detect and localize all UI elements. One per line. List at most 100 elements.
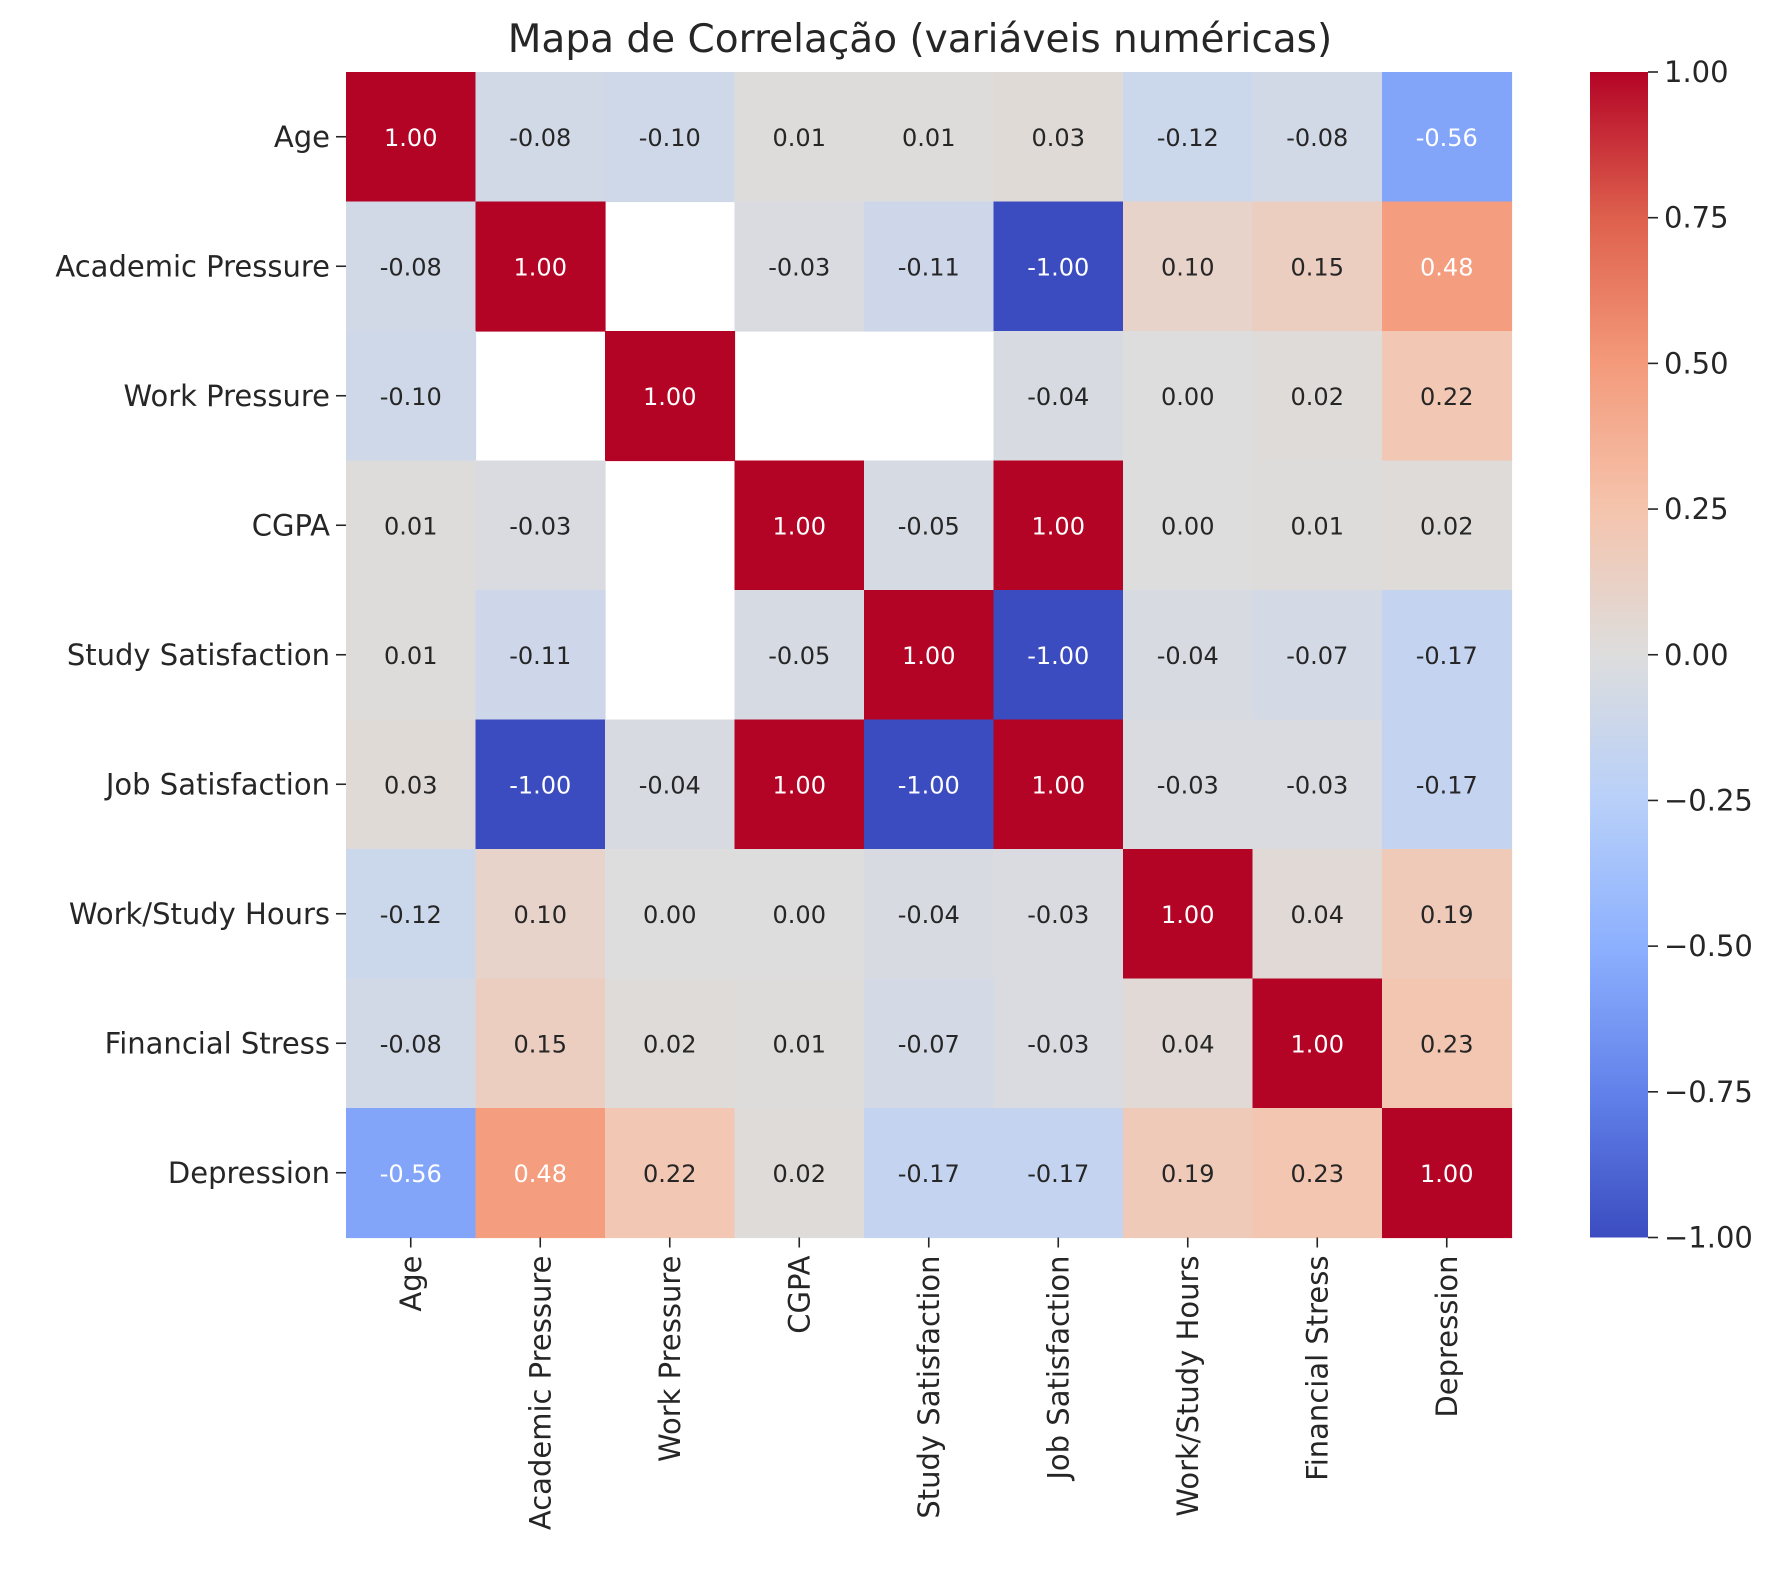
cell-value-label: -0.10 bbox=[639, 124, 701, 152]
heatmap-cell bbox=[1382, 201, 1513, 332]
cell-value-label: -0.12 bbox=[380, 901, 442, 929]
cell-value-label: -1.00 bbox=[898, 771, 960, 799]
heatmap-cell bbox=[346, 460, 477, 591]
cell-value-label: 0.00 bbox=[643, 901, 696, 929]
heatmap-cell bbox=[1382, 978, 1513, 1109]
colorbar-gradient bbox=[1590, 72, 1648, 1238]
cell-value-label: 0.01 bbox=[1291, 512, 1344, 540]
cell-value-label: -1.00 bbox=[1027, 642, 1089, 670]
cell-value-label: 1.00 bbox=[1420, 1160, 1473, 1188]
x-tick-label: Age bbox=[394, 1256, 428, 1312]
y-tick-label: Age bbox=[274, 120, 330, 154]
cell-value-label: -0.56 bbox=[380, 1160, 442, 1188]
heatmap-cells bbox=[346, 72, 1513, 1239]
heatmap-cell bbox=[605, 978, 736, 1109]
cell-value-label: -0.03 bbox=[509, 512, 571, 540]
y-tick-label: Academic Pressure bbox=[55, 249, 330, 283]
cell-value-label: -0.17 bbox=[1416, 642, 1478, 670]
heatmap-cell bbox=[1252, 1108, 1383, 1239]
heatmap-cell bbox=[346, 201, 477, 332]
heatmap-cell bbox=[864, 72, 995, 203]
y-tick-label: Work Pressure bbox=[124, 379, 330, 413]
cell-value-label: -0.03 bbox=[1286, 771, 1348, 799]
cell-value-label: -0.03 bbox=[1157, 771, 1219, 799]
y-tick-label: Depression bbox=[168, 1156, 330, 1190]
heatmap-cell bbox=[993, 978, 1124, 1109]
heatmap-cell bbox=[1123, 590, 1254, 721]
heatmap-cell bbox=[993, 201, 1124, 332]
heatmap-cell bbox=[1252, 849, 1383, 980]
heatmap-cell bbox=[734, 201, 865, 332]
heatmap-cell bbox=[346, 1108, 477, 1239]
cell-value-label: -0.08 bbox=[380, 1030, 442, 1058]
cell-value-label: -0.05 bbox=[768, 642, 830, 670]
cell-value-label: -0.03 bbox=[1027, 901, 1089, 929]
x-tick-label: Work/Study Hours bbox=[1171, 1256, 1205, 1517]
cell-value-label: 1.00 bbox=[1291, 1030, 1344, 1058]
cell-value-label: -0.10 bbox=[380, 383, 442, 411]
colorbar-tick-label: 1.00 bbox=[1664, 55, 1729, 89]
heatmap-cell bbox=[1252, 978, 1383, 1109]
heatmap-cell bbox=[346, 849, 477, 980]
heatmap-cell bbox=[346, 331, 477, 462]
cell-value-label: 0.02 bbox=[643, 1030, 696, 1058]
cell-value-label: 0.22 bbox=[1420, 383, 1473, 411]
heatmap-cell bbox=[993, 719, 1124, 850]
cell-value-label: -0.17 bbox=[1416, 771, 1478, 799]
heatmap-cell bbox=[864, 201, 995, 332]
heatmap-cell bbox=[734, 72, 865, 203]
cell-value-label: 1.00 bbox=[902, 642, 955, 670]
cell-value-label: 0.22 bbox=[643, 1160, 696, 1188]
heatmap-cell bbox=[1123, 201, 1254, 332]
cell-value-label: -1.00 bbox=[1027, 253, 1089, 281]
heatmap-cell bbox=[864, 849, 995, 980]
colorbar: 1.00 0.75 0.50 0.25 0.00 −0.25 −0.50 −0.75 −1.00 bbox=[1590, 55, 1753, 1255]
y-tick-label: Financial Stress bbox=[105, 1026, 330, 1060]
x-tick-label: CGPA bbox=[782, 1255, 816, 1333]
heatmap-cell bbox=[993, 1108, 1124, 1239]
x-tick-label: Job Satisfaction bbox=[1041, 1256, 1075, 1482]
heatmap-cell bbox=[1252, 72, 1383, 203]
heatmap-cell bbox=[1382, 849, 1513, 980]
cell-value-label: 0.03 bbox=[1032, 124, 1085, 152]
heatmap-cell bbox=[734, 849, 865, 980]
x-tick-label: Financial Stress bbox=[1300, 1256, 1334, 1481]
cell-value-label: -0.03 bbox=[1027, 1030, 1089, 1058]
cell-value-label: 0.02 bbox=[1420, 512, 1473, 540]
heatmap-cell bbox=[346, 72, 477, 203]
y-tick-label: Work/Study Hours bbox=[69, 897, 330, 931]
heatmap-cell bbox=[864, 590, 995, 721]
heatmap-cell bbox=[1123, 460, 1254, 591]
heatmap-cell-labels: 1.00 -0.08 -0.10 0.01 0.01 0.03 -0.12 -0.08 -0.5… bbox=[380, 124, 1478, 1188]
cell-value-label: 0.48 bbox=[514, 1160, 567, 1188]
heatmap-cell bbox=[346, 590, 477, 721]
cell-value-label: 0.10 bbox=[1161, 253, 1214, 281]
colorbar-tick-label: −0.75 bbox=[1664, 1075, 1753, 1109]
heatmap-cell bbox=[346, 978, 477, 1109]
heatmap-cell bbox=[1123, 719, 1254, 850]
heatmap-cell bbox=[734, 719, 865, 850]
cell-value-label: -0.11 bbox=[898, 253, 960, 281]
heatmap-cell bbox=[993, 849, 1124, 980]
y-tick-label: CGPA bbox=[252, 508, 330, 542]
cell-value-label: 1.00 bbox=[643, 383, 696, 411]
cell-value-label: 0.02 bbox=[773, 1160, 826, 1188]
cell-value-label: -0.04 bbox=[639, 771, 701, 799]
x-tick-label: Academic Pressure bbox=[523, 1256, 557, 1531]
heatmap-cell bbox=[1382, 72, 1513, 203]
colorbar-tick-label: 0.25 bbox=[1664, 492, 1729, 526]
y-axis: Age Academic Pressure Work Pressure CGPA Stu… bbox=[55, 120, 346, 1190]
heatmap-cell bbox=[605, 1108, 736, 1239]
heatmap-cell bbox=[475, 590, 606, 721]
cell-value-label: 0.15 bbox=[514, 1030, 567, 1058]
cell-value-label: 0.10 bbox=[514, 901, 567, 929]
heatmap-cell bbox=[734, 460, 865, 591]
heatmap-cell bbox=[734, 1108, 865, 1239]
cell-value-label: 0.01 bbox=[384, 642, 437, 670]
colorbar-tick-label: −0.50 bbox=[1664, 929, 1753, 963]
cell-value-label: 1.00 bbox=[1032, 512, 1085, 540]
heatmap-cell bbox=[1382, 590, 1513, 721]
heatmap-cell bbox=[605, 331, 736, 462]
cell-value-label: 1.00 bbox=[773, 771, 826, 799]
heatmap-cell bbox=[864, 719, 995, 850]
